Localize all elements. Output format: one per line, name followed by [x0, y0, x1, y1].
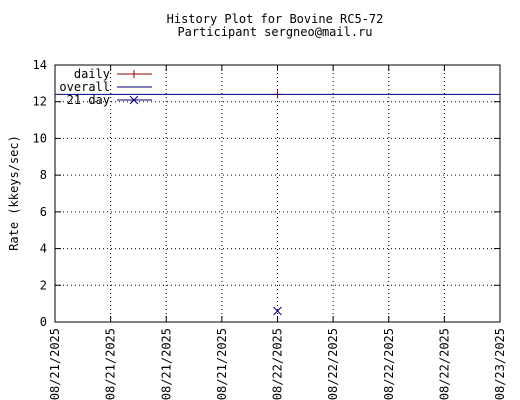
x-tick-label: 08/21/2025 [104, 328, 118, 400]
x-tick-label: 08/22/2025 [326, 328, 340, 400]
x-tick-label: 08/22/2025 [437, 328, 451, 400]
grid-lines [55, 65, 500, 322]
x-tick-label: 08/22/2025 [271, 328, 285, 400]
legend-label-21-day: 21 day [67, 93, 110, 107]
legend-label-daily: daily [74, 67, 110, 81]
y-tick-label: 2 [40, 278, 47, 292]
y-tick-label: 8 [40, 168, 47, 182]
y-tick-label: 14 [33, 58, 47, 72]
x-tick-label: 08/23/2025 [493, 328, 507, 400]
chart-title: History Plot for Bovine RC5-72 [167, 12, 384, 26]
y-tick-label: 0 [40, 315, 47, 329]
y-tick-label: 4 [40, 242, 47, 256]
x-tick-label: 08/21/2025 [215, 328, 229, 400]
legend-marker-daily [130, 70, 138, 78]
x-axis: 08/21/2025 08/21/2025 08/21/2025 08/21/2025… [48, 65, 507, 400]
series-layer [55, 90, 500, 316]
x-tick-label: 08/22/2025 [382, 328, 396, 400]
y-axis-label: Rate (kkeys/sec) [7, 135, 21, 251]
y-axis: 0 2 4 6 8 10 12 14 [33, 58, 500, 329]
chart-subtitle: Participant sergneo@mail.ru [177, 25, 372, 39]
legend-marker-21-day [129, 95, 139, 105]
y-tick-label: 6 [40, 205, 47, 219]
y-tick-label: 12 [33, 95, 47, 109]
x-tick-label: 08/21/2025 [48, 328, 62, 400]
x-tick-label: 08/21/2025 [159, 328, 173, 400]
legend-label-overall: overall [59, 80, 110, 94]
y-tick-label: 10 [33, 131, 47, 145]
series-21-day-point [273, 306, 282, 316]
